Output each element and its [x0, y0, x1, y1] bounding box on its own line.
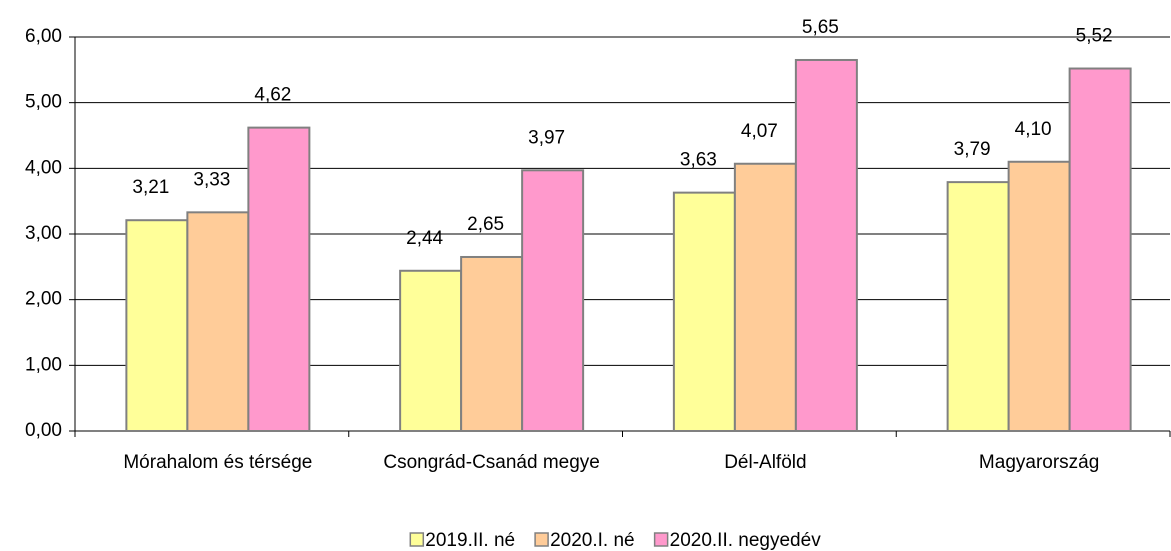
bar	[946, 181, 1010, 432]
legend-label: 2020.I. né	[550, 530, 635, 551]
legend-swatch	[534, 532, 549, 547]
legend-swatch	[409, 532, 425, 547]
x-tick-label: Csongrád-Csanád megye	[383, 452, 600, 473]
y-tick-label: 1,00	[25, 354, 62, 375]
legend-label: 2019.II. né	[425, 530, 515, 551]
data-label: 2,65	[467, 214, 504, 235]
bar	[186, 211, 250, 432]
bar	[733, 162, 797, 432]
x-tick-label: Dél-Alföld	[724, 452, 806, 473]
data-label: 4,62	[254, 85, 291, 106]
data-label: 3,63	[680, 150, 717, 171]
data-label: 3,97	[528, 127, 565, 148]
bar	[460, 255, 524, 432]
data-label: 4,10	[1015, 119, 1052, 140]
x-tick-label: Mórahalom és térsége	[123, 452, 312, 473]
bar	[794, 58, 858, 432]
bar	[1068, 67, 1132, 433]
data-label: 3,79	[954, 139, 991, 160]
data-label: 4,07	[741, 121, 778, 142]
data-label: 5,65	[802, 17, 839, 38]
bar	[521, 169, 585, 432]
y-tick-label: 4,00	[25, 157, 62, 178]
bar	[399, 269, 463, 433]
legend: 2019.II. né 2020.I. né 2020.II. negyedév	[409, 530, 822, 551]
data-label: 3,21	[132, 177, 169, 198]
bar	[247, 126, 311, 433]
legend-swatch	[653, 532, 669, 547]
data-label: 2,44	[406, 228, 443, 249]
legend-label: 2020.II. negyedév	[670, 530, 822, 551]
y-tick-label: 2,00	[25, 289, 62, 310]
bar	[125, 219, 189, 432]
y-tick-label: 5,00	[25, 92, 62, 113]
data-label: 5,52	[1076, 26, 1113, 47]
bar	[672, 191, 736, 432]
data-label: 3,33	[193, 169, 230, 190]
y-tick-label: 6,00	[25, 26, 62, 47]
bar	[1007, 160, 1071, 432]
y-tick-label: 0,00	[25, 420, 62, 441]
x-tick-label: Magyarország	[979, 452, 1099, 473]
y-tick-label: 3,00	[25, 223, 62, 244]
